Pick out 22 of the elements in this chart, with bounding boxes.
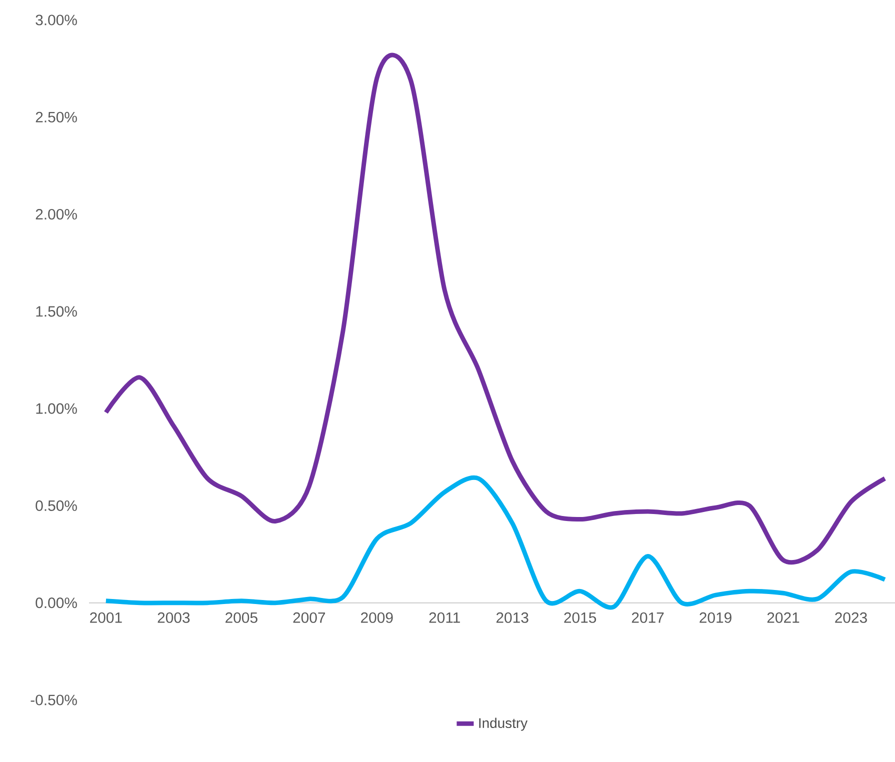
y-tick-label: 3.00% — [36, 14, 77, 26]
y-tick-label: 1.50% — [36, 306, 77, 317]
y-tick-label: 1.00% — [36, 403, 77, 414]
legend-label: Industry — [479, 718, 528, 731]
x-tick-label: 2003 — [158, 612, 190, 623]
y-tick-label: 0.50% — [36, 500, 77, 511]
x-tick-label: 2015 — [564, 612, 596, 623]
x-tick-label: 2011 — [429, 612, 460, 623]
line-series — [104, 475, 888, 610]
y-tick-label: 0.00% — [36, 598, 77, 608]
x-tick-label: 2001 — [90, 612, 122, 623]
x-tick-label: 2023 — [835, 612, 867, 623]
y-tick-label: 2.50% — [36, 112, 77, 122]
x-tick-label: 2007 — [293, 612, 325, 623]
x-tick-label: 2005 — [226, 612, 258, 623]
x-tick-label: 2021 — [767, 612, 800, 623]
x-tick-label: 2009 — [360, 612, 393, 623]
y-tick-label: 2.00% — [36, 208, 77, 220]
x-tick-label: 2019 — [700, 612, 732, 623]
y-tick-label: -0.50% — [30, 694, 77, 706]
x-tick-label: 2017 — [632, 612, 664, 623]
x-tick-label: 2013 — [496, 612, 528, 623]
